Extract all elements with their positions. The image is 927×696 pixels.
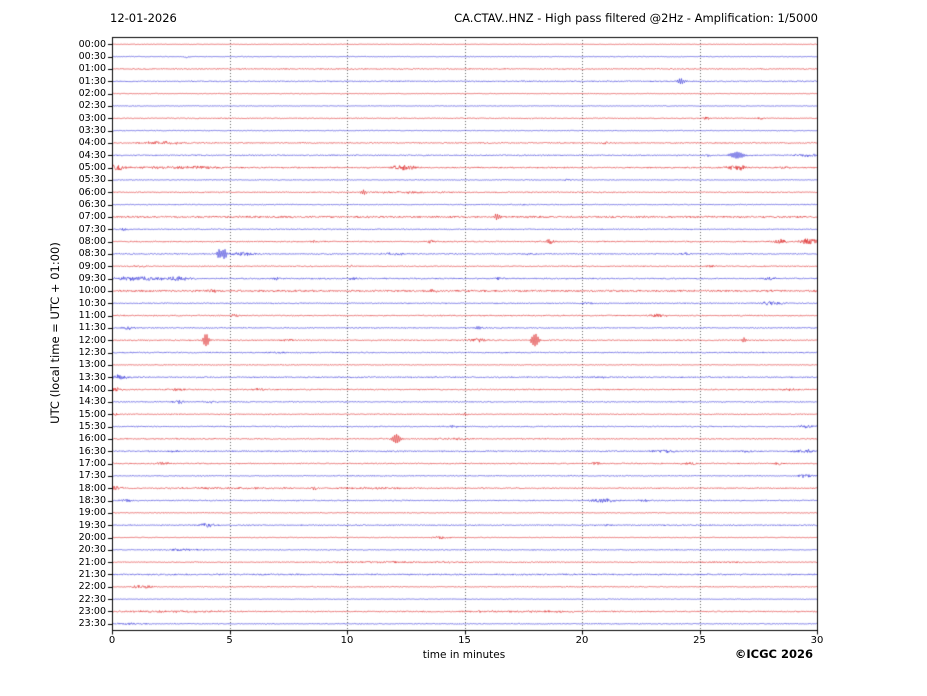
y-tick-label: 07:30 — [78, 223, 106, 235]
y-tick-label: 17:00 — [78, 458, 106, 470]
y-tick-label: 05:30 — [78, 174, 106, 186]
y-tick-label: 16:30 — [78, 445, 106, 457]
y-tick-label: 04:30 — [78, 149, 106, 161]
y-tick-label: 19:30 — [78, 519, 106, 531]
y-tick-label: 00:30 — [78, 51, 106, 63]
y-tick-label: 21:30 — [78, 568, 106, 580]
y-tick-label: 07:00 — [78, 211, 106, 223]
y-tick-label: 11:00 — [78, 310, 106, 322]
x-tick-label: 0 — [108, 635, 116, 646]
y-tick-label: 13:00 — [78, 359, 106, 371]
plot-title: CA.CTAV..HNZ - High pass filtered @2Hz -… — [454, 11, 818, 25]
y-tick-label: 00:00 — [78, 38, 106, 50]
x-tick-label: 10 — [340, 635, 354, 646]
copyright-credit: ©ICGC 2026 — [734, 647, 813, 661]
y-tick-label: 04:00 — [78, 137, 106, 149]
y-tick-label: 03:30 — [78, 125, 106, 137]
y-tick-label: 02:00 — [78, 88, 106, 100]
y-tick-label: 18:00 — [78, 482, 106, 494]
y-tick-label: 09:00 — [78, 260, 106, 272]
y-tick-label: 08:30 — [78, 248, 106, 260]
x-tick-label: 5 — [226, 635, 233, 646]
y-tick-label: 10:30 — [78, 297, 106, 309]
y-tick-label: 10:00 — [78, 285, 106, 297]
x-tick-label: 20 — [575, 635, 589, 646]
y-tick-label: 05:00 — [78, 162, 106, 174]
y-tick-label: 01:30 — [78, 75, 106, 87]
y-tick-label: 01:00 — [78, 63, 106, 75]
y-tick-label: 20:00 — [78, 532, 106, 543]
y-tick-label: 20:30 — [78, 544, 106, 556]
y-tick-label: 06:30 — [78, 199, 106, 211]
y-tick-label: 02:30 — [78, 100, 106, 112]
y-tick-label: 23:30 — [78, 618, 106, 630]
y-tick-label: 19:00 — [78, 507, 106, 519]
y-tick-label: 12:00 — [78, 334, 106, 346]
y-tick-label: 13:30 — [78, 371, 106, 383]
x-axis-title: time in minutes — [422, 649, 506, 661]
y-tick-label: 12:30 — [78, 347, 106, 359]
y-tick-label: 03:00 — [78, 112, 106, 124]
x-tick-label: 15 — [458, 635, 471, 646]
y-tick-label: 22:30 — [78, 593, 106, 605]
y-tick-label: 18:30 — [78, 495, 106, 506]
y-tick-label: 15:30 — [78, 421, 106, 433]
y-tick-label: 14:00 — [78, 384, 106, 396]
y-tick-label: 09:30 — [78, 273, 106, 285]
y-tick-label: 22:00 — [78, 581, 106, 593]
y-tick-label: 08:00 — [78, 236, 106, 248]
x-tick-label: 30 — [810, 635, 824, 646]
y-tick-label: 21:00 — [78, 556, 106, 568]
y-tick-label: 17:30 — [78, 470, 106, 482]
y-tick-label: 06:00 — [78, 186, 106, 198]
y-tick-label: 23:00 — [78, 605, 106, 617]
x-tick-label: 25 — [693, 635, 706, 646]
y-tick-label: 14:30 — [78, 396, 106, 408]
y-tick-label: 11:30 — [78, 322, 106, 334]
y-tick-label: 15:00 — [78, 408, 106, 420]
y-tick-label: 16:00 — [78, 433, 106, 445]
plot-date: 12-01-2026 — [110, 11, 177, 25]
